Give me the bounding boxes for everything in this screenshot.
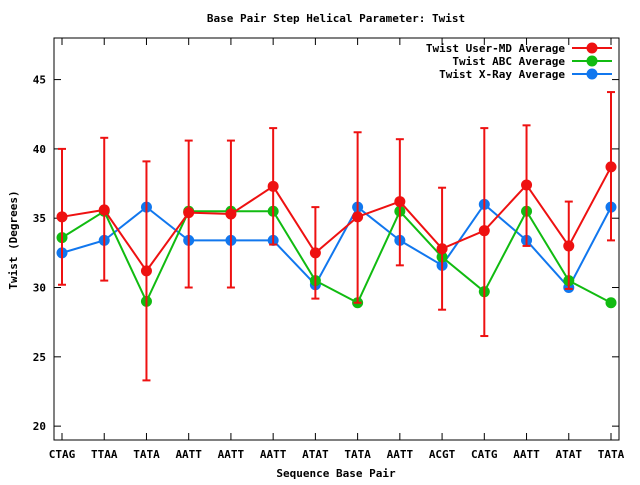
x-axis-label: Sequence Base Pair [276,467,396,480]
data-point [309,247,321,259]
data-point [140,265,152,277]
x-tick-label: TATA [133,448,160,461]
x-tick-label: ATAT [556,448,583,461]
x-axis: CTAG TTAA TATA AATT AATT AATT ATAT TATA AATT ACGT… [49,38,625,461]
legend-marker [586,55,598,67]
data-point [605,161,617,173]
y-tick-label: 45 [33,74,46,87]
data-point [605,297,617,309]
legend-label: Twist X-Ray Average [439,68,565,81]
x-tick-label: AATT [175,448,202,461]
series-line [61,209,612,305]
x-tick-label: AATT [387,448,414,461]
y-tick-label: 30 [33,282,46,295]
x-tick-label: TATA [344,448,371,461]
x-tick-label: CTAG [49,448,76,461]
series-2 [56,198,617,294]
series-layer [56,91,617,382]
data-point [521,179,533,191]
data-point [478,225,490,237]
y-axis: 20 25 30 35 40 45 [33,74,619,433]
series-0 [56,91,617,382]
x-tick-label: AATT [218,448,245,461]
data-point [98,204,110,216]
data-point [352,211,364,223]
y-tick-label: 40 [33,143,46,156]
plot-area-frame [53,37,620,441]
y-axis-label: Twist (Degrees) [7,190,20,289]
x-tick-label: ACGT [429,448,456,461]
x-tick-label: AATT [260,448,287,461]
series-line [61,166,612,273]
series-line [61,202,612,290]
data-point [56,211,68,223]
x-tick-label: CATG [471,448,498,461]
chart-title: Base Pair Step Helical Parameter: Twist [207,12,465,25]
x-tick-label: TTAA [91,448,118,461]
x-tick-label: TATA [598,448,625,461]
legend-marker [586,68,598,80]
legend-label: Twist ABC Average [452,55,565,68]
y-tick-label: 35 [33,212,46,225]
data-point [436,243,448,255]
series-1 [56,205,617,309]
data-point [563,240,575,252]
data-point [183,207,195,219]
legend-marker [586,42,598,54]
data-point [225,208,237,220]
x-tick-label: ATAT [302,448,329,461]
x-tick-label: AATT [513,448,540,461]
data-point [267,180,279,192]
legend-label: Twist User-MD Average [426,42,565,55]
data-point [394,196,406,208]
y-tick-label: 25 [33,351,46,364]
y-tick-label: 20 [33,420,46,433]
